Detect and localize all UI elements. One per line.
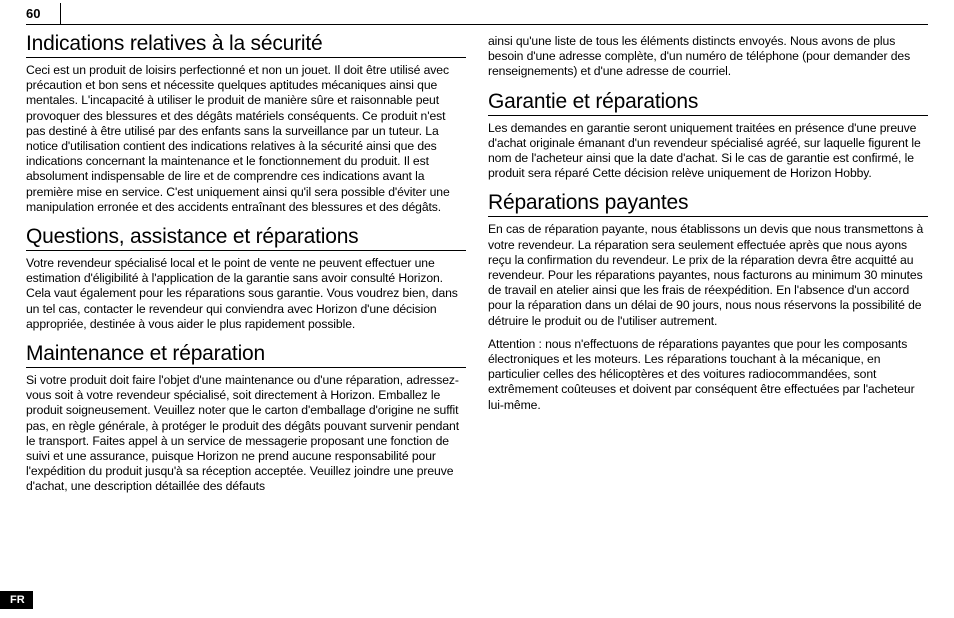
section-heading-security: Indications relatives à la sécurité	[26, 32, 466, 58]
header-tick	[60, 3, 61, 24]
section-body-questions: Votre revendeur spécialisé local et le p…	[26, 256, 466, 332]
continuation-text: ainsi qu'une liste de tous les éléments …	[488, 34, 928, 80]
section-body-security: Ceci est un produit de loisirs perfectio…	[26, 63, 466, 215]
section-heading-paid-repairs: Réparations payantes	[488, 191, 928, 217]
section-heading-questions: Questions, assistance et réparations	[26, 225, 466, 251]
left-column: Indications relatives à la sécurité Ceci…	[26, 30, 466, 578]
right-column: ainsi qu'une liste de tous les éléments …	[488, 30, 928, 578]
page: 60 Indications relatives à la sécurité C…	[0, 0, 954, 618]
section-heading-warranty: Garantie et réparations	[488, 90, 928, 116]
content-columns: Indications relatives à la sécurité Ceci…	[26, 30, 928, 578]
section-heading-maintenance: Maintenance et réparation	[26, 342, 466, 368]
language-tag: FR	[0, 591, 33, 609]
page-number: 60	[26, 6, 40, 21]
section-body-maintenance: Si votre produit doit faire l'objet d'un…	[26, 373, 466, 495]
section-body-paid-repairs-1: En cas de réparation payante, nous établ…	[488, 222, 928, 328]
section-body-paid-repairs-2: Attention : nous n'effectuons de réparat…	[488, 337, 928, 413]
section-body-warranty: Les demandes en garantie seront uniqueme…	[488, 121, 928, 182]
header-rule	[26, 24, 928, 25]
